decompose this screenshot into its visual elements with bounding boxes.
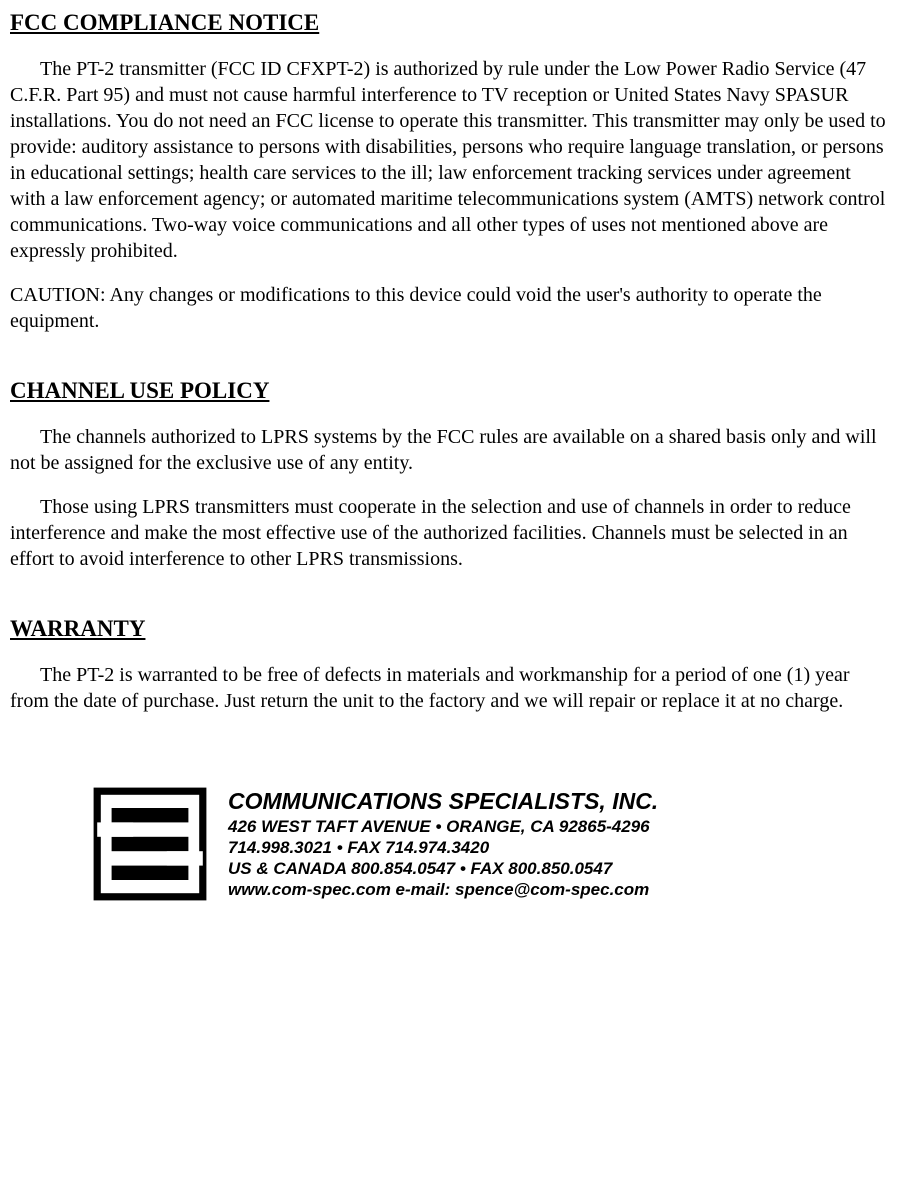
company-tollfree: US & CANADA 800.854.0547 • FAX 800.850.0… [228, 858, 658, 879]
channel-paragraph-1: The channels authorized to LPRS systems … [10, 424, 888, 476]
fcc-heading: FCC COMPLIANCE NOTICE [10, 8, 888, 38]
company-address: 426 WEST TAFT AVENUE • ORANGE, CA 92865-… [228, 816, 658, 837]
company-web: www.com-spec.com e-mail: spence@com-spec… [228, 879, 658, 900]
warranty-heading: WARRANTY [10, 614, 888, 644]
toll-phone: 800.854.0547 [351, 859, 455, 878]
toll-prefix: US & CANADA [228, 859, 351, 878]
company-name: COMMUNICATIONS SPECIALISTS, INC. [228, 787, 658, 816]
channel-heading: CHANNEL USE POLICY [10, 376, 888, 406]
company-phone: 714.998.3021 • FAX 714.974.3420 [228, 837, 658, 858]
fcc-caution: CAUTION: Any changes or modifications to… [10, 282, 888, 334]
warranty-paragraph: The PT-2 is warranted to be free of defe… [10, 662, 888, 714]
footer: COMMUNICATIONS SPECIALISTS, INC. 426 WES… [10, 784, 888, 904]
channel-paragraph-2: Those using LPRS transmitters must coope… [10, 494, 888, 572]
fcc-paragraph: The PT-2 transmitter (FCC ID CFXPT-2) is… [10, 56, 888, 264]
company-logo-icon [90, 784, 210, 904]
toll-fax: • FAX 800.850.0547 [455, 859, 612, 878]
company-info: COMMUNICATIONS SPECIALISTS, INC. 426 WES… [228, 787, 658, 901]
